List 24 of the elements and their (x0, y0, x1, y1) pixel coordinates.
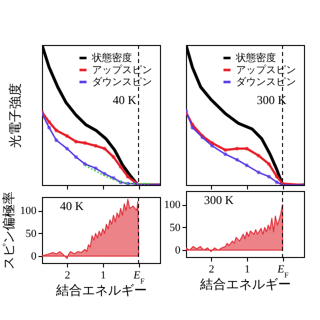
y-tick-label: 50 (26, 228, 37, 240)
legend-label: 状態密度 (91, 52, 132, 64)
annotation: 300 K (256, 93, 287, 107)
y-tick-label: 0 (175, 244, 181, 257)
y-tick-label: 100 (20, 205, 37, 218)
legend-label: ダウンスピン (92, 76, 152, 88)
y-axis-title: 光電子強度 (8, 83, 22, 148)
y-tick-label: 50 (170, 222, 181, 234)
y-tick-label: 0 (31, 250, 37, 263)
x-tick-label: 1 (244, 264, 250, 276)
x-axis-title: 結合エネルギー (55, 282, 147, 298)
x-tick-label: E$_{F}$ (276, 264, 289, 279)
annotation: 40 K (60, 199, 84, 213)
annotation: 300 K (204, 193, 234, 207)
annotation: 40 K (112, 93, 137, 107)
legend-label: ダウンスピン (236, 76, 296, 88)
x-tick-label: E$_{F}$ (132, 270, 145, 285)
x-axis-title: 結合エネルギー (199, 276, 291, 292)
x-tick-label: 1 (100, 270, 106, 282)
y-axis-title: スピン偏極率 (1, 192, 16, 270)
legend-label: 状態密度 (235, 52, 276, 64)
x-tick-label: 2 (208, 264, 214, 276)
y-tick-label: 100 (164, 199, 181, 212)
x-tick-label: 2 (64, 270, 70, 282)
